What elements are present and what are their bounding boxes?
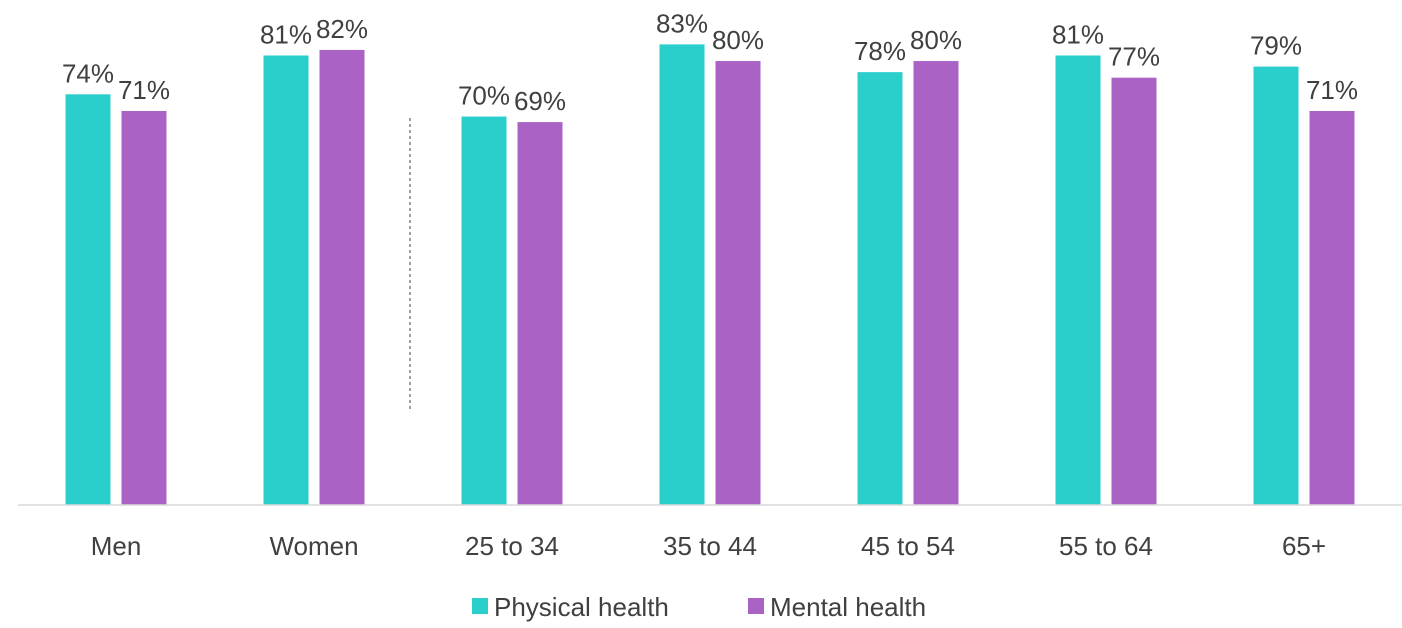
- data-label: 69%: [514, 86, 566, 116]
- legend: Physical health Mental health: [472, 592, 926, 622]
- bar-mental-health-men: [121, 110, 167, 505]
- data-label: 80%: [910, 25, 962, 55]
- data-label: 81%: [1052, 19, 1104, 49]
- legend-label-physical-health: Physical health: [494, 592, 669, 622]
- data-label: 78%: [854, 36, 906, 66]
- data-label: 81%: [260, 19, 312, 49]
- x-tick-label: 65+: [1282, 531, 1326, 561]
- legend-swatch-physical-health: [472, 598, 488, 614]
- value-labels-group: 74%71%81% 82%70% 69%83%80% 78% 80% 81%77% 79%7…: [62, 8, 1358, 116]
- bar-mental-health-women: [319, 49, 365, 505]
- bar-mental-health-35-to-44: [715, 61, 761, 506]
- x-tick-label: 55 to 64: [1059, 531, 1153, 561]
- data-label: 71%: [118, 75, 170, 105]
- data-label: 82%: [316, 14, 368, 44]
- bar-physical-health-55-to-64: [1055, 55, 1101, 505]
- x-tick-label: 35 to 44: [663, 531, 757, 561]
- bar-mental-health-65-: [1309, 110, 1355, 505]
- bar-physical-health-women: [263, 55, 309, 505]
- data-label: 80%: [712, 25, 764, 55]
- data-label: 71%: [1306, 75, 1358, 105]
- x-tick-label: Men: [91, 531, 142, 561]
- x-tick-label: Women: [269, 531, 358, 561]
- bar-mental-health-25-to-34: [517, 122, 563, 505]
- bar-physical-health-men: [65, 94, 111, 505]
- bar-physical-health-65-: [1253, 66, 1299, 505]
- bar-mental-health-45-to-54: [913, 61, 959, 506]
- legend-swatch-mental-health: [748, 598, 764, 614]
- data-label: 79%: [1250, 31, 1302, 61]
- x-tick-labels-group: Men Women 25 to 34 35 to 44 45 to 54 55 to 64…: [91, 531, 1326, 561]
- legend-label-mental-health: Mental health: [770, 592, 926, 622]
- bar-physical-health-25-to-34: [461, 116, 507, 506]
- data-label: 83%: [656, 8, 708, 38]
- x-tick-label: 25 to 34: [465, 531, 559, 561]
- bar-physical-health-35-to-44: [659, 44, 705, 506]
- bar-mental-health-55-to-64: [1111, 77, 1157, 505]
- data-label: 77%: [1108, 42, 1160, 72]
- data-label: 70%: [458, 81, 510, 111]
- bar-physical-health-45-to-54: [857, 72, 903, 506]
- data-label: 74%: [62, 58, 114, 88]
- x-tick-label: 45 to 54: [861, 531, 955, 561]
- bars-group: [65, 44, 1355, 506]
